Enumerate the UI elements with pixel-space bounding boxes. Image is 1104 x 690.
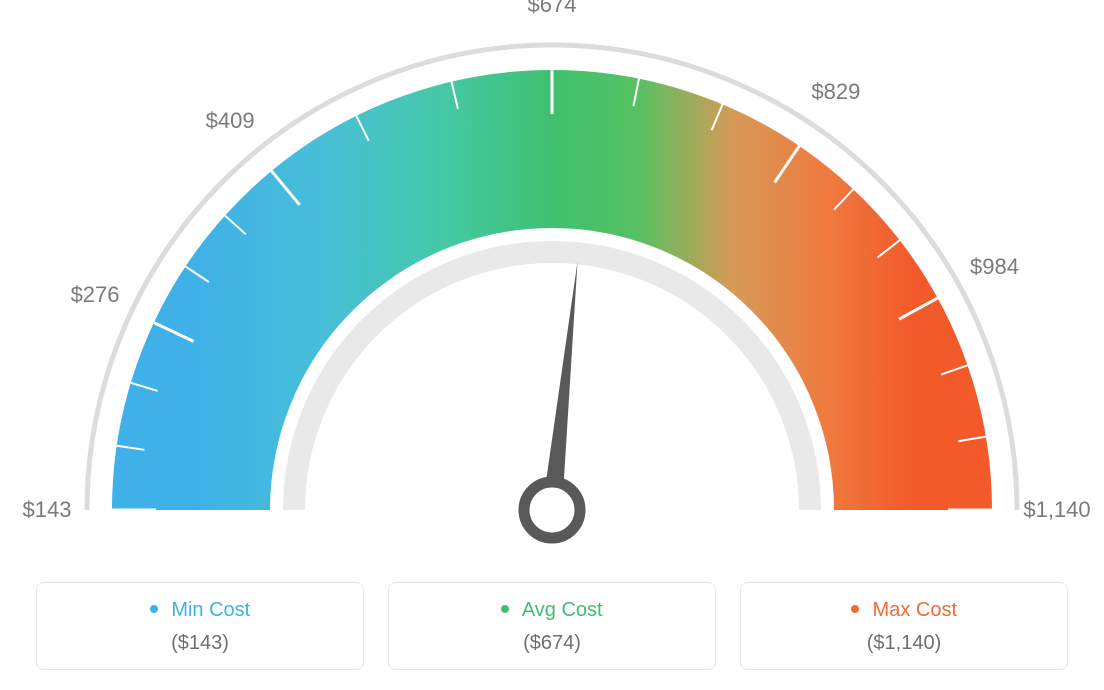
legend-value-max: ($1,140) — [741, 632, 1067, 655]
gauge: $143 $276 $409 $674 $829 $984 $1,140 — [0, 0, 1104, 560]
legend-label-avg: Avg Cost — [522, 599, 603, 621]
legend-title-min: Min Cost — [37, 599, 363, 622]
gauge-tick-label: $1,140 — [1023, 497, 1090, 523]
legend-label-max: Max Cost — [873, 599, 957, 621]
legend-title-avg: Avg Cost — [389, 599, 715, 622]
legend-card-max: Max Cost ($1,140) — [740, 582, 1068, 670]
dot-icon — [501, 605, 509, 613]
legend-row: Min Cost ($143) Avg Cost ($674) Max Cost… — [0, 582, 1104, 670]
gauge-tick-label: $143 — [23, 497, 72, 523]
gauge-tick-label: $409 — [206, 108, 255, 134]
gauge-svg — [0, 0, 1104, 560]
cost-gauge-infographic: $143 $276 $409 $674 $829 $984 $1,140 Min Cost … — [0, 0, 1104, 690]
legend-card-min: Min Cost ($143) — [36, 582, 364, 670]
gauge-tick-label: $829 — [811, 79, 860, 105]
gauge-tick-label: $674 — [528, 0, 577, 18]
gauge-tick-label: $276 — [71, 282, 120, 308]
legend-label-min: Min Cost — [171, 599, 250, 621]
legend-title-max: Max Cost — [741, 599, 1067, 622]
legend-value-min: ($143) — [37, 632, 363, 655]
legend-value-avg: ($674) — [389, 632, 715, 655]
dot-icon — [851, 605, 859, 613]
dot-icon — [150, 605, 158, 613]
legend-card-avg: Avg Cost ($674) — [388, 582, 716, 670]
gauge-tick-label: $984 — [970, 254, 1019, 280]
